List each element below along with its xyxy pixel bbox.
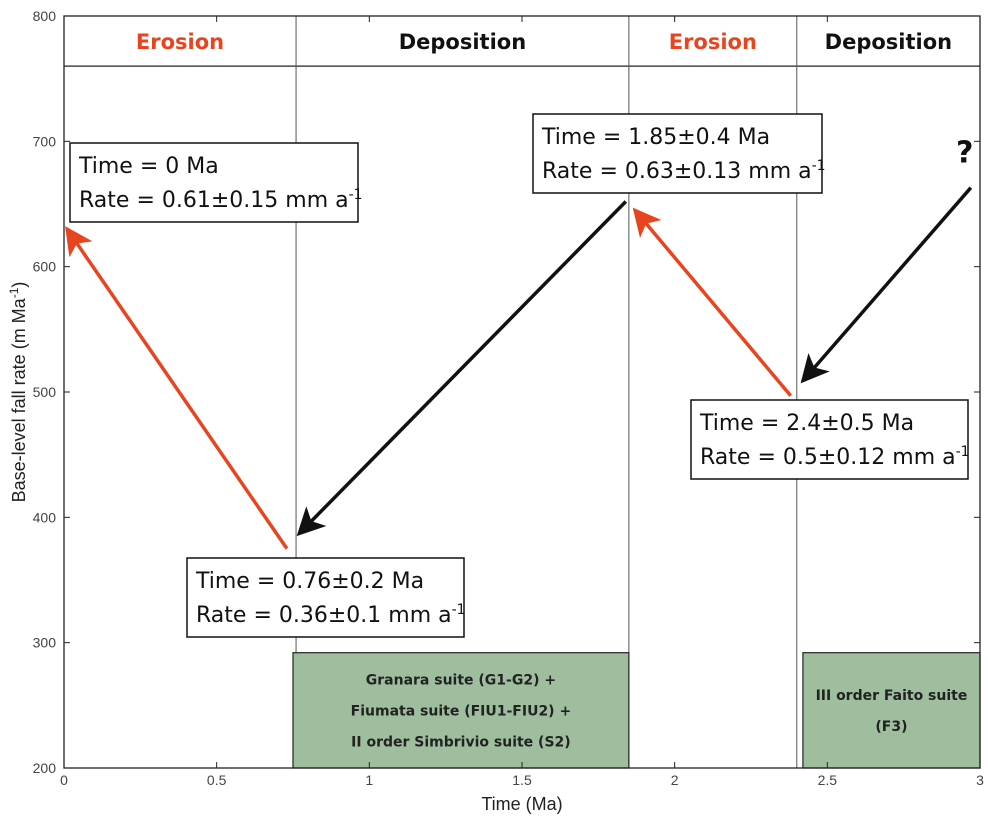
annotation-rate-text: Rate = 0.63±0.13 mm a-1	[542, 158, 826, 184]
phase-label-erosion: Erosion	[136, 30, 224, 54]
y-axis-label-sup: -1	[7, 287, 21, 298]
annotation-time-text: Time = 1.85±0.4 Ma	[541, 125, 770, 150]
x-tick-label: 2	[671, 772, 679, 788]
y-tick-label: 800	[33, 8, 57, 24]
y-axis-label-main: Base-level fall rate (m Ma	[9, 297, 29, 502]
annotation-time-text: Time = 2.4±0.5 Ma	[699, 411, 914, 436]
y-axis-label: Base-level fall rate (m Ma-1)	[7, 282, 29, 503]
suite-box-0	[292, 652, 630, 769]
axes-layer: 0 0.5 1 1.5 2 2.5 3 200 300 400 500 600 700 800	[33, 8, 984, 788]
x-tick-label: 2.5	[818, 772, 838, 788]
x-tick-label: 0	[60, 772, 68, 788]
annotation-time-text: Time = 0.76±0.2 Ma	[195, 569, 424, 594]
annotation-box-1	[186, 557, 465, 638]
annotation-time-text: Time = 0 Ma	[78, 154, 219, 179]
y-tick-label: 300	[33, 635, 57, 651]
y-tick-label: 500	[33, 384, 57, 400]
question-mark: ?	[956, 136, 973, 171]
x-tick-label: 1	[365, 772, 373, 788]
erosion-arrow	[632, 207, 793, 397]
erosion-arrow	[65, 226, 289, 550]
annotation-box-2	[532, 113, 823, 194]
deposition-arrow	[296, 200, 628, 537]
x-tick-label: 3	[976, 772, 984, 788]
suite-box-1	[802, 652, 981, 769]
y-tick-label: 400	[33, 509, 57, 525]
annotation-rate-unit-sup: -1	[956, 444, 970, 460]
annotation-rate-value: Rate = 0.61±0.15 mm a	[79, 188, 349, 213]
annotation-rate-unit-sup: -1	[452, 602, 466, 618]
suite-text-line: Fiumata suite (FIU1-FIU2) +	[351, 703, 572, 719]
annotation-rate-unit-sup: -1	[812, 158, 826, 174]
y-axis-label-close: )	[9, 282, 29, 288]
annotation-rate-text: Rate = 0.61±0.15 mm a-1	[79, 187, 363, 213]
x-axis-label: Time (Ma)	[481, 794, 562, 814]
suite-text-line: Granara suite (G1-G2) +	[366, 672, 556, 688]
annotation-rate-text: Rate = 0.5±0.12 mm a-1	[700, 444, 970, 470]
phase-label-deposition: Deposition	[825, 30, 952, 54]
phase-layer: Erosion Deposition Erosion Deposition	[64, 16, 980, 768]
suite-text-line: II order Simbrivio suite (S2)	[351, 734, 571, 750]
deposition-arrow	[800, 186, 973, 384]
annotation-rate-text: Rate = 0.36±0.1 mm a-1	[196, 602, 466, 628]
phase-label-deposition: Deposition	[399, 30, 526, 54]
x-tick-label: 0.5	[207, 772, 227, 788]
annotation-rate-value: Rate = 0.63±0.13 mm a	[542, 159, 812, 184]
phase-label-erosion: Erosion	[669, 30, 757, 54]
y-tick-label: 700	[33, 133, 57, 149]
annotation-rate-unit-sup: -1	[349, 187, 363, 203]
y-tick-label: 200	[33, 760, 57, 776]
annotation-box-0	[69, 142, 359, 223]
suite-layer: Granara suite (G1-G2) + Fiumata suite (FI…	[292, 652, 981, 769]
arrow-layer: ?	[65, 136, 973, 550]
x-tick-label: 1.5	[512, 772, 532, 788]
annotation-rate-value: Rate = 0.36±0.1 mm a	[196, 603, 452, 628]
suite-text-line: III order Faito suite	[816, 688, 968, 704]
annotation-box-3	[690, 399, 969, 480]
suite-text-line: (F3)	[875, 719, 907, 735]
y-tick-label: 600	[33, 259, 57, 275]
annotation-rate-value: Rate = 0.5±0.12 mm a	[700, 445, 956, 470]
